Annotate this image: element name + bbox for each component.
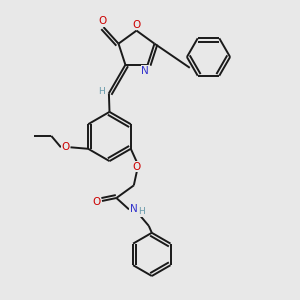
Text: N: N — [141, 66, 149, 76]
Text: H: H — [138, 207, 144, 216]
Text: O: O — [133, 162, 141, 172]
Text: O: O — [92, 196, 100, 207]
Text: O: O — [61, 142, 70, 152]
Text: N: N — [130, 204, 138, 214]
Text: O: O — [132, 20, 141, 30]
Text: H: H — [98, 87, 105, 96]
Text: O: O — [98, 16, 106, 26]
